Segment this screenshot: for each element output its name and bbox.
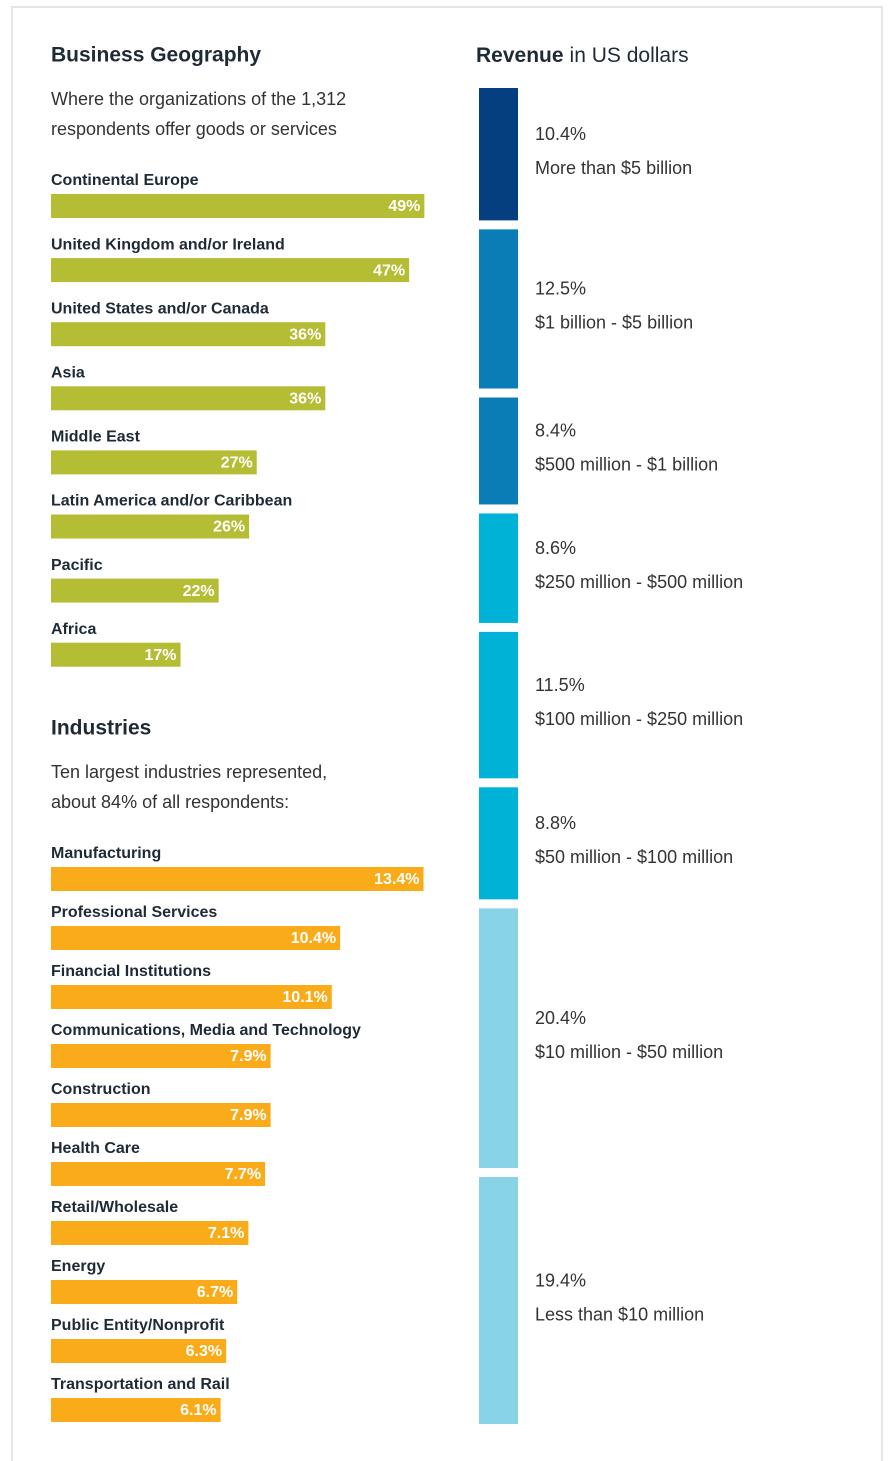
bar (51, 867, 424, 891)
segment-label: $1 billion - $5 billion (535, 313, 693, 333)
value-label: 7.9% (230, 1048, 266, 1065)
value-label: 49% (388, 198, 420, 215)
bar (51, 386, 326, 411)
title-bold: Revenue (476, 44, 564, 67)
section-title: Industries (51, 717, 151, 740)
value-label: 27% (221, 455, 253, 472)
bar-label: United Kingdom and/or Ireland (51, 236, 285, 253)
bar-label: Middle East (51, 429, 141, 446)
value-label: 6.1% (180, 1402, 216, 1419)
value-label: 6.7% (197, 1284, 233, 1301)
bar-label: Transportation and Rail (51, 1376, 230, 1393)
value-label: 22% (183, 583, 215, 600)
bar-label: Communications, Media and Technology (51, 1022, 361, 1039)
bar-label: Africa (51, 621, 96, 638)
bar (51, 1339, 227, 1363)
bar (51, 450, 257, 475)
segment-label: $100 million - $250 million (535, 709, 743, 729)
bar (51, 1162, 266, 1186)
segment (479, 908, 518, 1169)
segment-value: 20.4% (535, 1008, 586, 1028)
segment-value: 8.8% (535, 813, 576, 833)
value-label: 10.1% (282, 989, 327, 1006)
segment-value: 12.5% (535, 279, 586, 299)
segment-label: Less than $10 million (535, 1304, 704, 1324)
segment (479, 229, 518, 389)
bar (51, 194, 425, 218)
value-label: 10.4% (291, 930, 336, 947)
bar-label: United States and/or Canada (51, 300, 269, 317)
value-label: 7.1% (208, 1225, 244, 1242)
value-label: 7.9% (230, 1107, 266, 1124)
segment (479, 513, 518, 623)
bar-label: Financial Institutions (51, 963, 211, 980)
value-label: 7.7% (225, 1166, 261, 1183)
value-label: 6.3% (186, 1343, 222, 1360)
segment (479, 397, 518, 505)
bar (51, 1044, 271, 1068)
section-subtitle: Ten largest industries represented, (51, 762, 327, 782)
segment (479, 1177, 518, 1424)
section-title: Business Geography (51, 44, 261, 67)
bar-label: Public Entity/Nonprofit (51, 1317, 225, 1334)
bar (51, 1221, 249, 1245)
bar (51, 578, 219, 603)
bar-label: Health Care (51, 1140, 140, 1157)
value-label: 47% (373, 262, 405, 279)
segment-value: 11.5% (535, 675, 585, 695)
bar (51, 514, 250, 539)
bar (51, 985, 332, 1009)
segment (479, 88, 518, 221)
section-subtitle: respondents offer goods or services (51, 119, 337, 139)
segment (479, 787, 518, 900)
value-label: 36% (289, 391, 321, 408)
segment (479, 631, 518, 779)
bar-label: Latin America and/or Caribbean (51, 493, 292, 510)
segment-label: More than $5 billion (535, 158, 692, 178)
bar (51, 258, 410, 283)
segment-value: 19.4% (535, 1270, 586, 1290)
bar-label: Retail/Wholesale (51, 1199, 178, 1216)
segment-label: $500 million - $1 billion (535, 455, 718, 475)
title-rest: in US dollars (570, 44, 689, 67)
card-frame (11, 6, 883, 1461)
bar (51, 1103, 271, 1127)
value-label: 13.4% (374, 871, 419, 888)
bar-label: Construction (51, 1081, 151, 1098)
bar (51, 642, 181, 667)
bar (51, 1280, 238, 1304)
value-label: 17% (145, 647, 177, 664)
value-label: 36% (289, 326, 321, 343)
section-subtitle: Where the organizations of the 1,312 (51, 89, 346, 109)
bar-label: Manufacturing (51, 845, 161, 862)
segment-label: $10 million - $50 million (535, 1042, 723, 1062)
bar-label: Energy (51, 1258, 105, 1275)
bar (51, 322, 326, 347)
bar-label: Pacific (51, 557, 103, 574)
bar-label: Continental Europe (51, 172, 199, 189)
segment-label: $50 million - $100 million (535, 847, 733, 867)
segment-value: 8.6% (535, 538, 576, 558)
value-label: 26% (213, 519, 245, 536)
bar (51, 926, 341, 950)
segment-value: 10.4% (535, 124, 586, 144)
section-subtitle: about 84% of all respondents: (51, 792, 289, 812)
section-title: Revenue in US dollars (476, 44, 689, 67)
segment-label: $250 million - $500 million (535, 572, 743, 592)
bar-label: Professional Services (51, 904, 217, 921)
bar (51, 1398, 221, 1422)
segment-value: 8.4% (535, 421, 576, 441)
bar-label: Asia (51, 365, 85, 382)
